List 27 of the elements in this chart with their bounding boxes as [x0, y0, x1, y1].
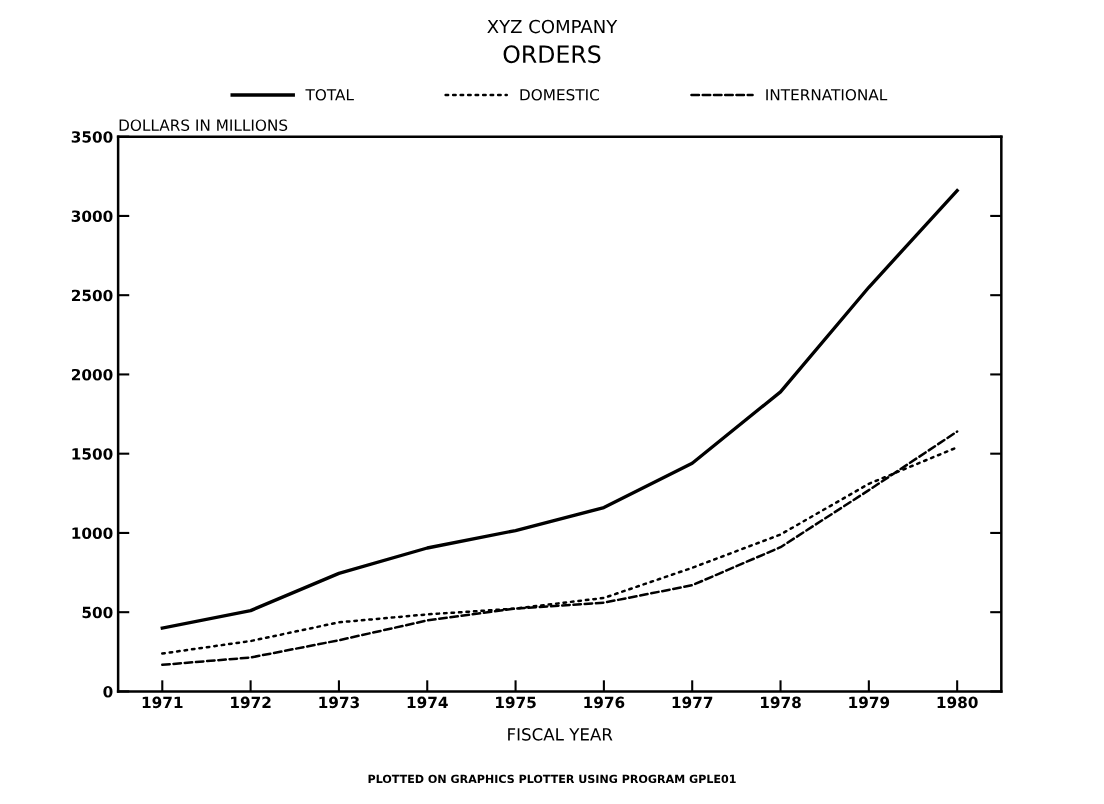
y-tick-label: 2000 [71, 368, 113, 381]
x-tick-label: 1974 [407, 696, 448, 709]
x-tick-label: 1980 [937, 696, 978, 709]
y-tick-label: 1000 [72, 527, 113, 539]
x-tick-label: 1972 [231, 696, 271, 709]
y-tick-label: 1500 [72, 448, 113, 460]
x-tick-label: 1975 [496, 696, 536, 709]
y-tick-label: 2500 [71, 289, 113, 302]
x-tick-label: 1973 [319, 696, 359, 709]
y-tick-label: 500 [82, 606, 113, 619]
x-tick-label: 1976 [584, 696, 625, 709]
legend-label: DOMESTIC [520, 89, 599, 101]
y-tick-label: 0 [103, 685, 113, 698]
chart-title: XYZ COMPANY [487, 19, 618, 34]
x-tick-label: 1971 [142, 696, 183, 709]
y-axis-title: DOLLARS IN MILLIONS [119, 119, 288, 131]
line-series [160, 188, 959, 630]
legend-label: TOTAL [305, 89, 354, 101]
y-tick-label: 3500 [71, 131, 113, 143]
chart-subtitle: ORDERS [503, 45, 601, 64]
x-axis-title: FISCAL YEAR [508, 728, 613, 741]
y-tick-label: 3000 [71, 210, 113, 222]
legend-label: INTERNATIONAL [766, 89, 888, 101]
x-tick-label: 1977 [672, 696, 713, 709]
text: PLOTTED ON GRAPHICS PLOTTER USING PROGRAM GPLE01 [368, 774, 736, 784]
x-tick-label: 1979 [849, 696, 890, 709]
x-tick-label: 1978 [760, 696, 801, 709]
